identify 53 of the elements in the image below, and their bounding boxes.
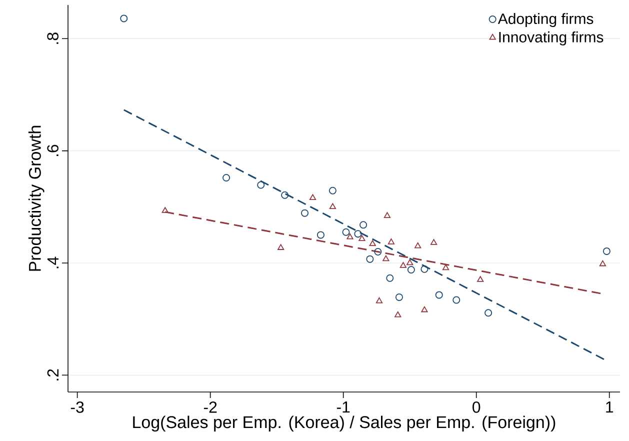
y-tick-label: .8 xyxy=(47,32,58,44)
y-tick-label: .6 xyxy=(47,144,58,156)
point xyxy=(414,242,422,248)
point xyxy=(420,265,428,273)
point xyxy=(376,297,383,304)
point xyxy=(452,296,460,304)
point xyxy=(442,264,450,270)
y-tick-label: .2 xyxy=(47,369,58,380)
point xyxy=(400,262,406,268)
point xyxy=(407,266,415,274)
x-axis-title: Log(Sales per Emp. (Korea) / Sales per Emp. (Foreign)) xyxy=(133,416,556,432)
point xyxy=(374,248,382,256)
point xyxy=(360,221,368,229)
point xyxy=(120,14,128,22)
y-tick-label: .4 xyxy=(47,256,58,268)
x-tick-label: -1 xyxy=(336,402,350,413)
point xyxy=(278,244,284,250)
point xyxy=(346,233,354,240)
point xyxy=(301,209,309,217)
x-tick-label: -2 xyxy=(204,402,217,413)
point xyxy=(382,255,390,262)
point xyxy=(386,274,394,282)
point xyxy=(421,306,428,312)
point xyxy=(281,191,289,199)
point xyxy=(430,239,438,245)
point xyxy=(369,240,376,246)
point xyxy=(435,291,443,299)
point xyxy=(222,174,230,182)
legend-label: Innovating firms xyxy=(499,31,604,46)
point xyxy=(358,235,366,241)
point xyxy=(342,228,350,236)
point xyxy=(406,259,414,266)
legend-label: Adopting firms xyxy=(498,13,594,28)
x-tick-label: 0 xyxy=(472,402,480,413)
y-axis-title: Productivity Growth xyxy=(28,126,44,271)
x-tick-label: -3 xyxy=(70,402,84,413)
point xyxy=(599,260,606,266)
point xyxy=(602,247,610,255)
point xyxy=(257,181,265,189)
point xyxy=(366,255,374,263)
point xyxy=(329,203,336,210)
point xyxy=(162,207,168,213)
point xyxy=(316,231,324,239)
point xyxy=(354,230,362,238)
point xyxy=(388,238,395,244)
point xyxy=(309,194,316,200)
point xyxy=(384,212,391,218)
x-tick-label: 1 xyxy=(606,402,614,413)
point xyxy=(394,311,402,318)
point xyxy=(484,309,492,317)
point xyxy=(395,293,403,301)
point xyxy=(477,276,484,282)
point xyxy=(328,186,336,194)
